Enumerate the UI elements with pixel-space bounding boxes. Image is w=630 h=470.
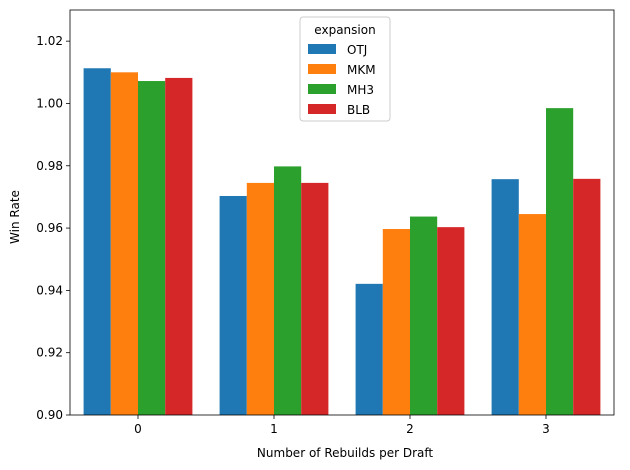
legend-swatch-otj: [308, 44, 336, 54]
y-tick-label: 1.00: [36, 96, 63, 110]
bar-mh3-2: [410, 216, 438, 415]
legend-box: [299, 16, 391, 122]
y-tick-label: 0.94: [36, 283, 63, 297]
bar-blb-0: [165, 77, 193, 416]
x-tick-label: 0: [134, 422, 142, 436]
legend-swatch-mkm: [308, 64, 336, 74]
y-tick-label: 0.90: [36, 408, 63, 422]
bar-mh3-0: [138, 81, 166, 415]
legend-title: expansion: [314, 23, 375, 37]
bar-otj-2: [355, 283, 383, 415]
bar-mkm-0: [110, 72, 138, 415]
bars-layer: [83, 68, 601, 416]
bar-blb-3: [573, 178, 601, 415]
x-tick-label: 2: [406, 422, 414, 436]
y-tick-label: 1.02: [36, 34, 63, 48]
x-tick-label: 3: [542, 422, 550, 436]
bar-otj-3: [491, 179, 519, 415]
bar-mkm-2: [382, 229, 410, 415]
legend: expansion OTJ MKM MH3 BLB: [299, 16, 391, 122]
bar-mkm-1: [246, 182, 274, 415]
legend-label-mkm: MKM: [347, 63, 376, 77]
bar-otj-0: [83, 68, 111, 415]
legend-label-blb: BLB: [347, 103, 370, 117]
legend-label-mh3: MH3: [347, 83, 374, 97]
bar-mh3-1: [274, 166, 302, 415]
bar-blb-1: [301, 182, 329, 415]
x-axis-label: Number of Rebuilds per Draft: [257, 446, 433, 460]
y-tick-label: 0.98: [36, 159, 63, 173]
legend-swatch-blb: [308, 104, 336, 114]
legend-label-otj: OTJ: [347, 43, 367, 57]
axes-layer: [69, 9, 615, 416]
bar-blb-2: [437, 227, 465, 415]
bar-mh3-3: [546, 108, 574, 415]
bar-mkm-3: [518, 214, 546, 415]
ticks-layer: 0.90 0.92 0.94 0.96 0.98 1.00 1.02 0 1 2 3: [36, 34, 550, 436]
y-axis-label: Win Rate: [8, 190, 22, 244]
y-tick-label: 0.96: [36, 221, 63, 235]
plot-frame: [69, 9, 615, 416]
bar-otj-1: [219, 195, 247, 415]
y-tick-label: 0.92: [36, 346, 63, 360]
x-tick-label: 1: [270, 422, 278, 436]
legend-swatch-mh3: [308, 84, 336, 94]
